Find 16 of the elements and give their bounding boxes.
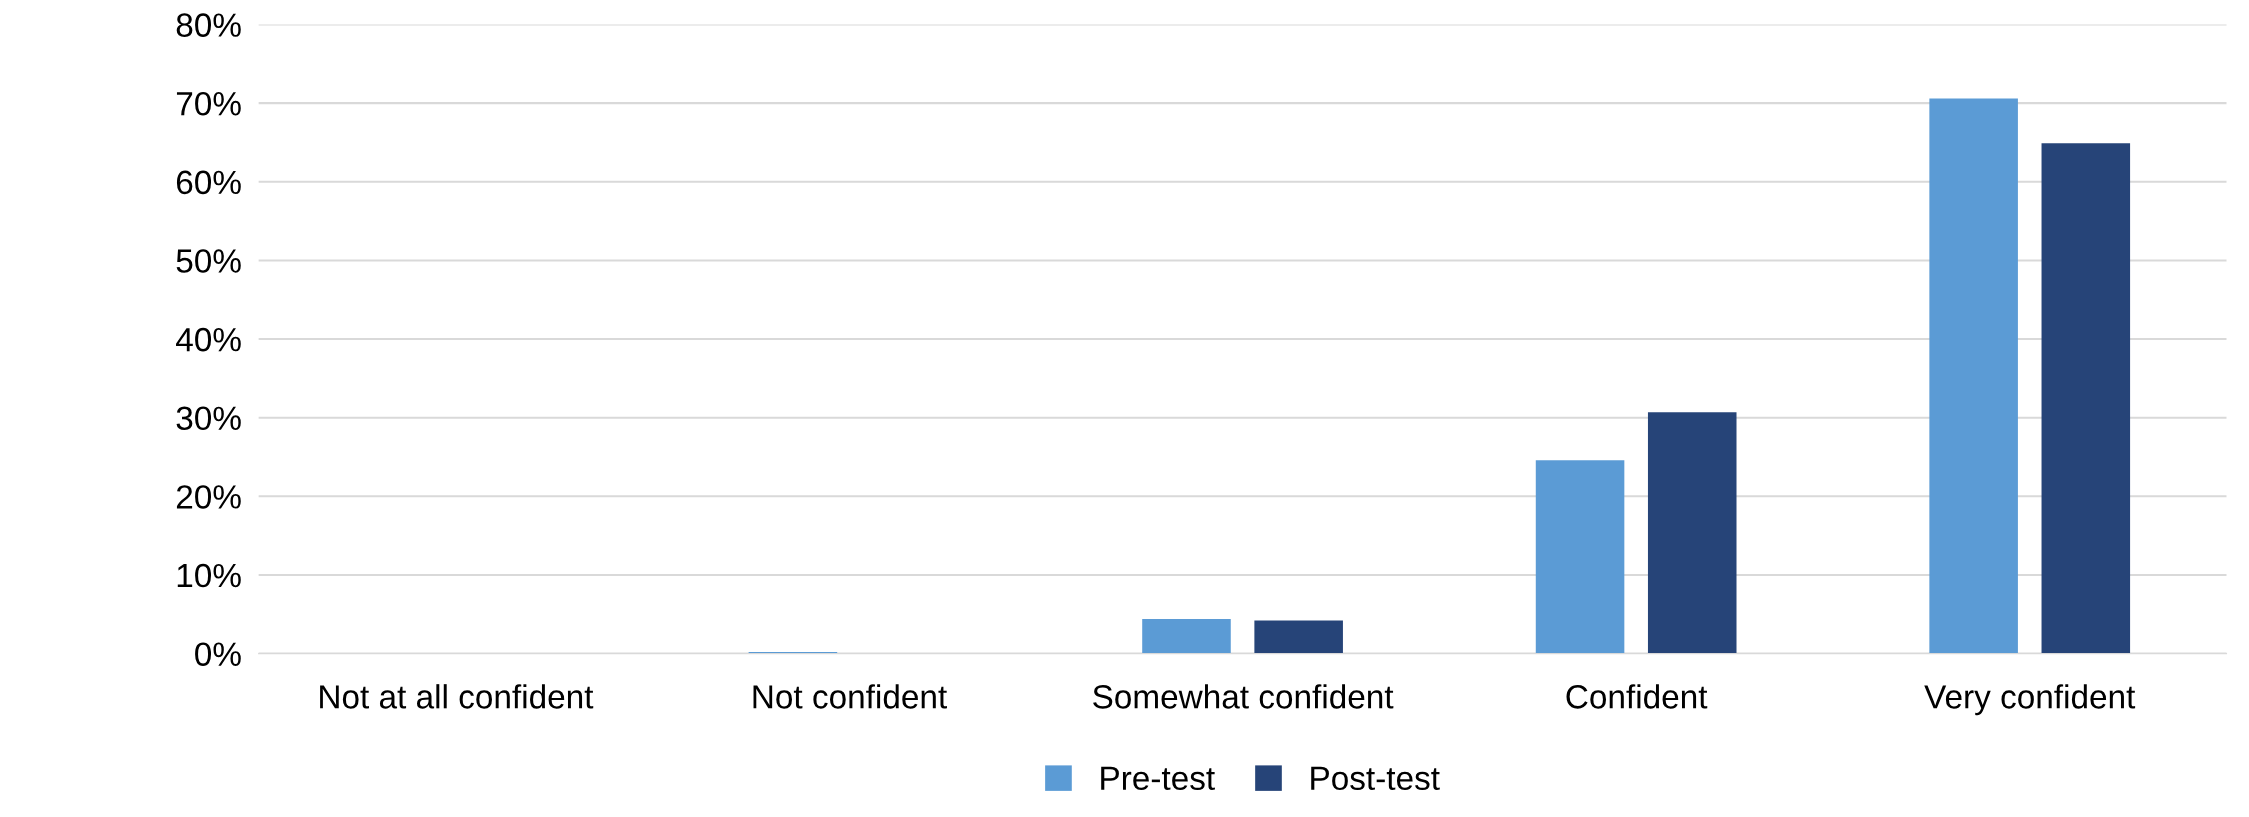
x-tick-label: Not confident — [753, 684, 947, 709]
y-tick-label: 80% — [176, 13, 241, 37]
legend-label: Pre-test — [1101, 766, 1215, 791]
y-tick-label: 20% — [176, 485, 241, 509]
y-tick-label: 60% — [176, 170, 241, 195]
legend-label: Post-test — [1311, 766, 1440, 791]
x-tick-label: Somewhat confident — [1093, 684, 1394, 709]
y-tick-label: 40% — [176, 327, 241, 352]
x-tick-label: Confident — [1566, 684, 1708, 709]
x-tick-label: Very confident — [1924, 684, 2136, 716]
y-tick-label: 0% — [195, 642, 241, 667]
x-tick-label: Not at all confident — [320, 684, 594, 709]
y-tick-label: 70% — [176, 91, 241, 116]
y-tick-label: 50% — [176, 249, 241, 273]
y-tick-label: 30% — [176, 406, 241, 431]
y-tick-label: 10% — [177, 563, 241, 588]
